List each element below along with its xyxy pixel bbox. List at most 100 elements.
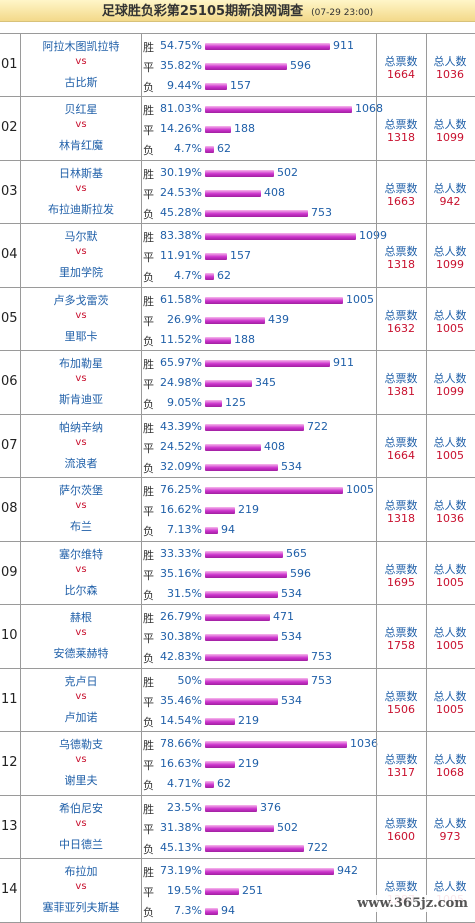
- vote-count: 188: [234, 333, 255, 346]
- total-votes-label: 总票数: [384, 182, 418, 195]
- column-divider: [376, 859, 377, 922]
- total-people: 总人数 1099: [426, 351, 474, 414]
- survey-timestamp: (07-29 23:00): [311, 8, 374, 18]
- vote-odds: 胜 61.58% 1005 平 26.9% 439 负 11.52% 188: [143, 288, 376, 350]
- total-votes-label: 总票数: [384, 245, 418, 258]
- column-divider: [376, 34, 377, 96]
- column-divider: [141, 605, 142, 668]
- total-people: 总人数 1005: [426, 669, 474, 731]
- vote-count: 596: [290, 567, 311, 580]
- column-divider: [20, 542, 21, 604]
- total-people-value: 1005: [436, 449, 464, 462]
- vote-count: 408: [264, 440, 285, 453]
- vote-percentage: 78.66%: [160, 737, 202, 750]
- away-team: 布拉迪斯拉发: [48, 203, 114, 216]
- vote-percentage: 7.3%: [174, 904, 202, 917]
- vote-bar: [205, 424, 304, 431]
- vote-count: 753: [311, 674, 332, 687]
- vote-bar: [205, 210, 308, 217]
- vote-bar: [205, 845, 304, 852]
- vs-label: vs: [75, 754, 87, 765]
- away-team: 中日德兰: [59, 838, 103, 851]
- outcome-label: 负: [143, 843, 154, 856]
- home-team: 马尔默: [64, 230, 98, 243]
- match-teams: 帕纳辛纳 vs 流浪者: [21, 415, 141, 477]
- column-divider: [141, 415, 142, 477]
- vs-label: vs: [75, 627, 87, 638]
- column-divider: [376, 161, 377, 223]
- total-people-value: 1005: [436, 639, 464, 652]
- away-team: 斯肯迪亚: [59, 393, 103, 406]
- home-team: 赫根: [70, 611, 92, 624]
- vote-percentage: 24.53%: [160, 186, 202, 199]
- total-people: 总人数 1068: [426, 732, 474, 795]
- vote-count: 911: [333, 356, 354, 369]
- total-votes: 总票数 1318: [377, 97, 425, 160]
- total-people-label: 总人数: [433, 372, 467, 385]
- total-votes-value: 1758: [387, 639, 415, 652]
- total-people-value: 1036: [436, 512, 464, 525]
- away-team: 卢加诺: [64, 711, 98, 724]
- vote-bar: [205, 380, 252, 387]
- match-teams: 赫根 vs 安德莱赫特: [21, 605, 141, 668]
- vote-count: 345: [255, 376, 276, 389]
- column-divider: [20, 732, 21, 795]
- page-title: 足球胜负彩第25105期新浪网调查: [101, 4, 304, 19]
- away-team: 流浪者: [64, 457, 98, 470]
- column-divider: [426, 669, 427, 731]
- vote-bar: [205, 83, 227, 90]
- match-number: 09: [1, 565, 18, 580]
- column-divider: [426, 542, 427, 604]
- vote-bar: [205, 507, 235, 514]
- outcome-label: 胜: [143, 422, 154, 435]
- vote-bar: [205, 146, 214, 153]
- match-teams: 布加勒星 vs 斯肯迪亚: [21, 351, 141, 414]
- vote-count: 942: [337, 864, 358, 877]
- vote-bar: [205, 805, 257, 812]
- match-row: 11 克卢日 vs 卢加诺 胜 50% 753 平 35.46%: [0, 669, 475, 732]
- match-row: 01 阿拉木图凯拉特 vs 古比斯 胜 54.75% 911 平 35.82%: [0, 34, 475, 97]
- total-people: 总人数 1099: [426, 97, 474, 160]
- vote-bar: [205, 654, 308, 661]
- match-teams: 布拉加 vs 塞菲亚列夫斯基: [21, 859, 141, 922]
- home-team: 塞尔维特: [59, 548, 103, 561]
- column-divider: [426, 605, 427, 668]
- total-votes-label: 总票数: [384, 499, 418, 512]
- vs-label: vs: [75, 119, 87, 130]
- vote-bar: [205, 678, 308, 685]
- vote-percentage: 65.97%: [160, 356, 202, 369]
- total-votes-label: 总票数: [384, 753, 418, 766]
- vote-count: 219: [238, 714, 259, 727]
- column-divider: [141, 542, 142, 604]
- outcome-label: 胜: [143, 41, 154, 54]
- vote-percentage: 43.39%: [160, 420, 202, 433]
- vote-count: 125: [225, 396, 246, 409]
- vote-count: 502: [277, 821, 298, 834]
- vote-bar: [205, 317, 265, 324]
- vote-count: 596: [290, 59, 311, 72]
- vote-count: 439: [268, 313, 289, 326]
- column-divider: [20, 97, 21, 160]
- home-team: 阿拉木图凯拉特: [42, 40, 120, 53]
- vote-percentage: 31.5%: [167, 587, 202, 600]
- vote-percentage: 61.58%: [160, 293, 202, 306]
- outcome-label: 负: [143, 208, 154, 221]
- column-divider: [20, 605, 21, 668]
- vote-count: 94: [221, 904, 235, 917]
- column-divider: [141, 669, 142, 731]
- match-teams: 希伯尼安 vs 中日德兰: [21, 796, 141, 858]
- vote-percentage: 4.7%: [174, 269, 202, 282]
- total-people: 总人数 1036: [426, 478, 474, 541]
- total-votes: 总票数 1758: [377, 605, 425, 668]
- total-people: 总人数 1036: [426, 34, 474, 96]
- vote-percentage: 24.98%: [160, 376, 202, 389]
- outcome-label: 平: [143, 442, 154, 455]
- vote-count: 408: [264, 186, 285, 199]
- total-people-value: 1005: [436, 576, 464, 589]
- total-votes: 总票数 1664: [377, 34, 425, 96]
- vote-count: 502: [277, 166, 298, 179]
- outcome-label: 负: [143, 779, 154, 792]
- total-votes-label: 总票数: [384, 817, 418, 830]
- vote-odds: 胜 26.79% 471 平 30.38% 534 负 42.83% 753: [143, 605, 376, 668]
- vote-percentage: 14.54%: [160, 714, 202, 727]
